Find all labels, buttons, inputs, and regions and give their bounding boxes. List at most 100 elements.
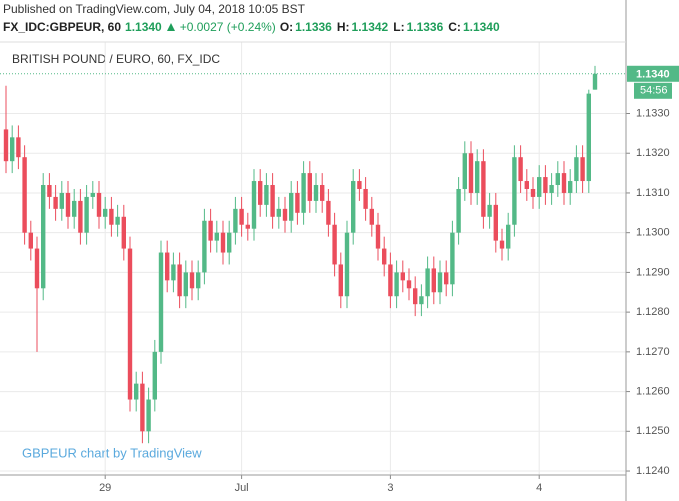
candle-body — [413, 288, 418, 305]
candle-body — [158, 252, 164, 352]
countdown-box — [634, 82, 672, 99]
y-tick-label: 1.1330 — [636, 107, 670, 119]
candle-body — [214, 232, 219, 241]
y-tick-label: 1.1290 — [636, 266, 670, 278]
symbol: FX_IDC:GBPEUR, 60 — [3, 20, 122, 34]
candle-body — [437, 272, 443, 293]
candle-body — [499, 240, 505, 249]
candle-body — [196, 272, 201, 289]
candle-body — [394, 272, 399, 297]
candle-body — [264, 185, 269, 205]
candle-body — [456, 188, 461, 233]
candle-body — [146, 399, 151, 432]
x-tick-label: 29 — [99, 482, 111, 494]
candle-body — [16, 137, 21, 158]
candle-body — [320, 185, 325, 201]
candle-body — [127, 248, 133, 400]
candle-body — [233, 208, 238, 233]
candle-body — [72, 200, 77, 217]
y-tick-label: 1.1240 — [636, 465, 670, 477]
candle-body — [78, 200, 83, 233]
up-arrow — [166, 23, 175, 31]
last-price-box — [627, 65, 679, 82]
candle-body — [239, 208, 244, 225]
candle-body — [363, 188, 368, 209]
candle-body — [103, 208, 108, 217]
candle-body — [301, 173, 306, 213]
candle-body — [202, 220, 207, 273]
candle-body — [10, 137, 15, 162]
candle-body — [140, 383, 145, 432]
candle-body — [22, 157, 27, 233]
ohlc-value: 1.1336 — [406, 20, 444, 34]
candle-body — [518, 157, 523, 182]
candle-body — [53, 196, 58, 209]
candle-body — [165, 252, 170, 281]
candle-body — [227, 232, 232, 253]
candle-body — [493, 204, 498, 241]
candle-body — [183, 272, 188, 297]
ohlc-value: 1.1336 — [295, 20, 332, 34]
candle-body — [475, 161, 480, 193]
candle-body — [270, 185, 275, 217]
price: 1.1340 — [125, 20, 162, 34]
ohlc-label: H: — [336, 20, 350, 34]
candle-body — [568, 181, 573, 193]
candle-body — [115, 216, 120, 225]
candle-body — [121, 216, 126, 249]
candle-body — [96, 192, 102, 217]
candle-body — [65, 192, 71, 217]
change: +0.0027 (+0.24%) — [179, 20, 276, 34]
ohlc-label: L: — [393, 20, 405, 34]
candle-body — [34, 248, 40, 289]
candle-body — [357, 181, 362, 189]
candle-body — [382, 248, 387, 265]
candle-body — [580, 157, 585, 182]
candle-body — [425, 268, 430, 297]
countdown: 54:56 — [640, 85, 668, 97]
candle-body — [487, 204, 492, 217]
ohlc-value: 1.1340 — [462, 20, 500, 34]
candle-body — [47, 185, 52, 197]
candle-body — [431, 268, 436, 293]
candle-body — [258, 181, 263, 205]
candle-body — [537, 177, 542, 197]
candle-body — [152, 351, 157, 400]
candle-body — [444, 272, 449, 285]
legend: FX_IDC:GBPEUR, 60 1.1340 +0.0027 (+0.24%… — [3, 20, 503, 34]
ohlc-label: C: — [448, 20, 461, 34]
candle-body — [326, 200, 331, 225]
candle-body — [282, 208, 288, 221]
published-note: Published on TradingView.com, July 04, 2… — [3, 2, 305, 16]
candle-body — [468, 153, 474, 193]
candle-body — [574, 157, 579, 182]
candle-body — [84, 196, 89, 233]
candle-body — [592, 73, 598, 90]
watermark: GBPEUR chart by TradingView — [22, 445, 202, 460]
candle-body — [369, 208, 374, 225]
candle-body — [462, 153, 467, 189]
candle-body — [109, 208, 114, 225]
candle-body — [208, 220, 213, 241]
candle-body — [406, 280, 412, 289]
x-tick-label: 4 — [536, 482, 542, 494]
chart-title: BRITISH POUND / EURO, 60, FX_IDC — [12, 52, 220, 66]
candle-body — [313, 185, 319, 201]
candle-body — [400, 272, 405, 281]
candle-body — [375, 224, 381, 249]
candle-body — [388, 264, 393, 297]
y-tick-label: 1.1280 — [636, 306, 670, 318]
y-tick-label: 1.1320 — [636, 147, 670, 159]
candle-body — [289, 192, 294, 221]
candle-body — [41, 185, 46, 289]
ohlc-label: O: — [279, 20, 294, 34]
candle-body — [177, 264, 182, 297]
ohlc: O: 1.1336 H: 1.1342 L: 1.1336 C: 1.1340 — [280, 20, 503, 34]
candle-body — [524, 181, 529, 189]
candle-body — [171, 264, 176, 281]
last-price-label: 1.1340 — [636, 69, 670, 81]
candle-body — [220, 232, 226, 253]
candle-body — [295, 192, 300, 213]
